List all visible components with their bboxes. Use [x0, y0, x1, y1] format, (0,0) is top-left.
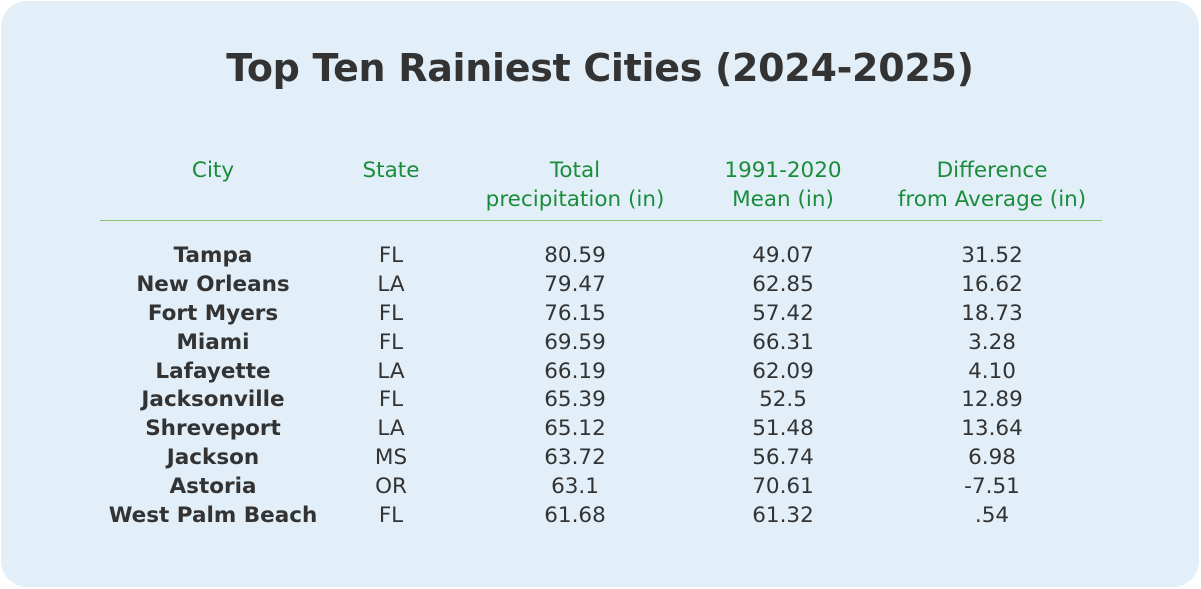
cell-difference: -7.51 — [964, 474, 1020, 500]
cell-mean: 66.31 — [752, 329, 814, 355]
cell-mean: 56.74 — [752, 445, 814, 471]
cell-city: Fort Myers — [147, 300, 279, 326]
cell-city: New Orleans — [136, 271, 290, 297]
cell-city: Jackson — [166, 445, 260, 471]
cell-total-precipitation: 65.39 — [544, 387, 606, 413]
table-title: Top Ten Rainiest Cities (2024-2025) — [226, 46, 974, 90]
table-row: Tampa FL 80.59 49.07 31.52 — [1, 242, 1199, 271]
table-row: New Orleans LA 79.47 62.85 16.62 — [1, 271, 1199, 300]
cell-mean: 62.85 — [752, 271, 814, 297]
column-header-line: Total — [549, 158, 601, 183]
cell-total-precipitation: 63.72 — [544, 445, 606, 471]
table-row: Fort Myers FL 76.15 57.42 18.73 — [1, 300, 1199, 329]
cell-mean: 61.32 — [752, 503, 814, 529]
cell-mean: 62.09 — [752, 358, 814, 384]
column-header-line: Difference — [936, 158, 1048, 183]
cell-difference: 12.89 — [961, 387, 1023, 413]
column-header-line: from Average (in) — [897, 187, 1087, 212]
column-header-line: Mean (in) — [732, 187, 834, 212]
table-body: Tampa FL 80.59 49.07 31.52 New Orleans L… — [1, 242, 1199, 531]
table-row: West Palm Beach FL 61.68 61.32 .54 — [1, 502, 1199, 531]
cell-state: OR — [375, 474, 407, 500]
cell-state: FL — [378, 243, 404, 268]
cell-difference: 13.64 — [961, 416, 1023, 442]
cell-mean: 52.5 — [759, 387, 807, 413]
cell-total-precipitation: 76.15 — [544, 300, 606, 326]
column-header-line: precipitation (in) — [485, 187, 665, 212]
cell-mean: 70.61 — [752, 474, 814, 500]
cell-city: Astoria — [169, 474, 257, 500]
cell-city: Miami — [176, 329, 250, 355]
cell-city: Tampa — [173, 243, 253, 268]
cell-state: MS — [374, 445, 408, 471]
cell-total-precipitation: 79.47 — [544, 271, 606, 297]
cell-total-precipitation: 80.59 — [544, 243, 606, 268]
column-header-total-precipitation: Total precipitation (in) — [486, 156, 665, 214]
cell-total-precipitation: 61.68 — [544, 503, 606, 529]
cell-total-precipitation: 66.19 — [544, 358, 606, 384]
cell-state: LA — [377, 271, 405, 297]
cell-difference: 6.98 — [968, 445, 1016, 471]
cell-difference: 3.28 — [968, 329, 1016, 355]
table-row: Astoria OR 63.1 70.61 -7.51 — [1, 473, 1199, 502]
cell-mean: 51.48 — [752, 416, 814, 442]
cell-city: Shreveport — [145, 416, 281, 442]
cell-city: Lafayette — [155, 358, 271, 384]
cell-state: LA — [377, 416, 405, 442]
cell-state: LA — [377, 358, 405, 384]
cell-difference: 16.62 — [961, 271, 1023, 297]
cell-mean: 49.07 — [752, 243, 814, 268]
table-row: Miami FL 69.59 66.31 3.28 — [1, 329, 1199, 358]
column-header-difference: Difference from Average (in) — [898, 156, 1086, 214]
cell-state: FL — [378, 300, 404, 326]
cell-state: FL — [378, 329, 404, 355]
header-divider — [100, 220, 1102, 221]
cell-city: Jacksonville — [141, 387, 285, 413]
column-header-city: City — [192, 156, 234, 185]
cell-total-precipitation: 69.59 — [544, 329, 606, 355]
cell-total-precipitation: 65.12 — [544, 416, 606, 442]
cell-difference: 31.52 — [961, 243, 1023, 268]
cell-difference: 4.10 — [968, 358, 1016, 384]
cell-city: West Palm Beach — [108, 503, 318, 529]
cell-difference: .54 — [974, 503, 1010, 529]
table-row: Lafayette LA 66.19 62.09 4.10 — [1, 358, 1199, 387]
table-row: Jackson MS 63.72 56.74 6.98 — [1, 444, 1199, 473]
column-header-mean: 1991-2020 Mean (in) — [724, 156, 841, 214]
cell-state: FL — [378, 503, 404, 529]
column-header-line: City — [191, 158, 235, 183]
column-header-line: 1991-2020 — [724, 158, 842, 183]
column-header-state: State — [363, 156, 420, 185]
cell-state: FL — [378, 387, 404, 413]
column-header-line: State — [362, 158, 420, 183]
cell-mean: 57.42 — [752, 300, 814, 326]
table-row: Shreveport LA 65.12 51.48 13.64 — [1, 415, 1199, 444]
cell-total-precipitation: 63.1 — [551, 474, 599, 500]
table-row: Jacksonville FL 65.39 52.5 12.89 — [1, 386, 1199, 415]
cell-difference: 18.73 — [961, 300, 1023, 326]
